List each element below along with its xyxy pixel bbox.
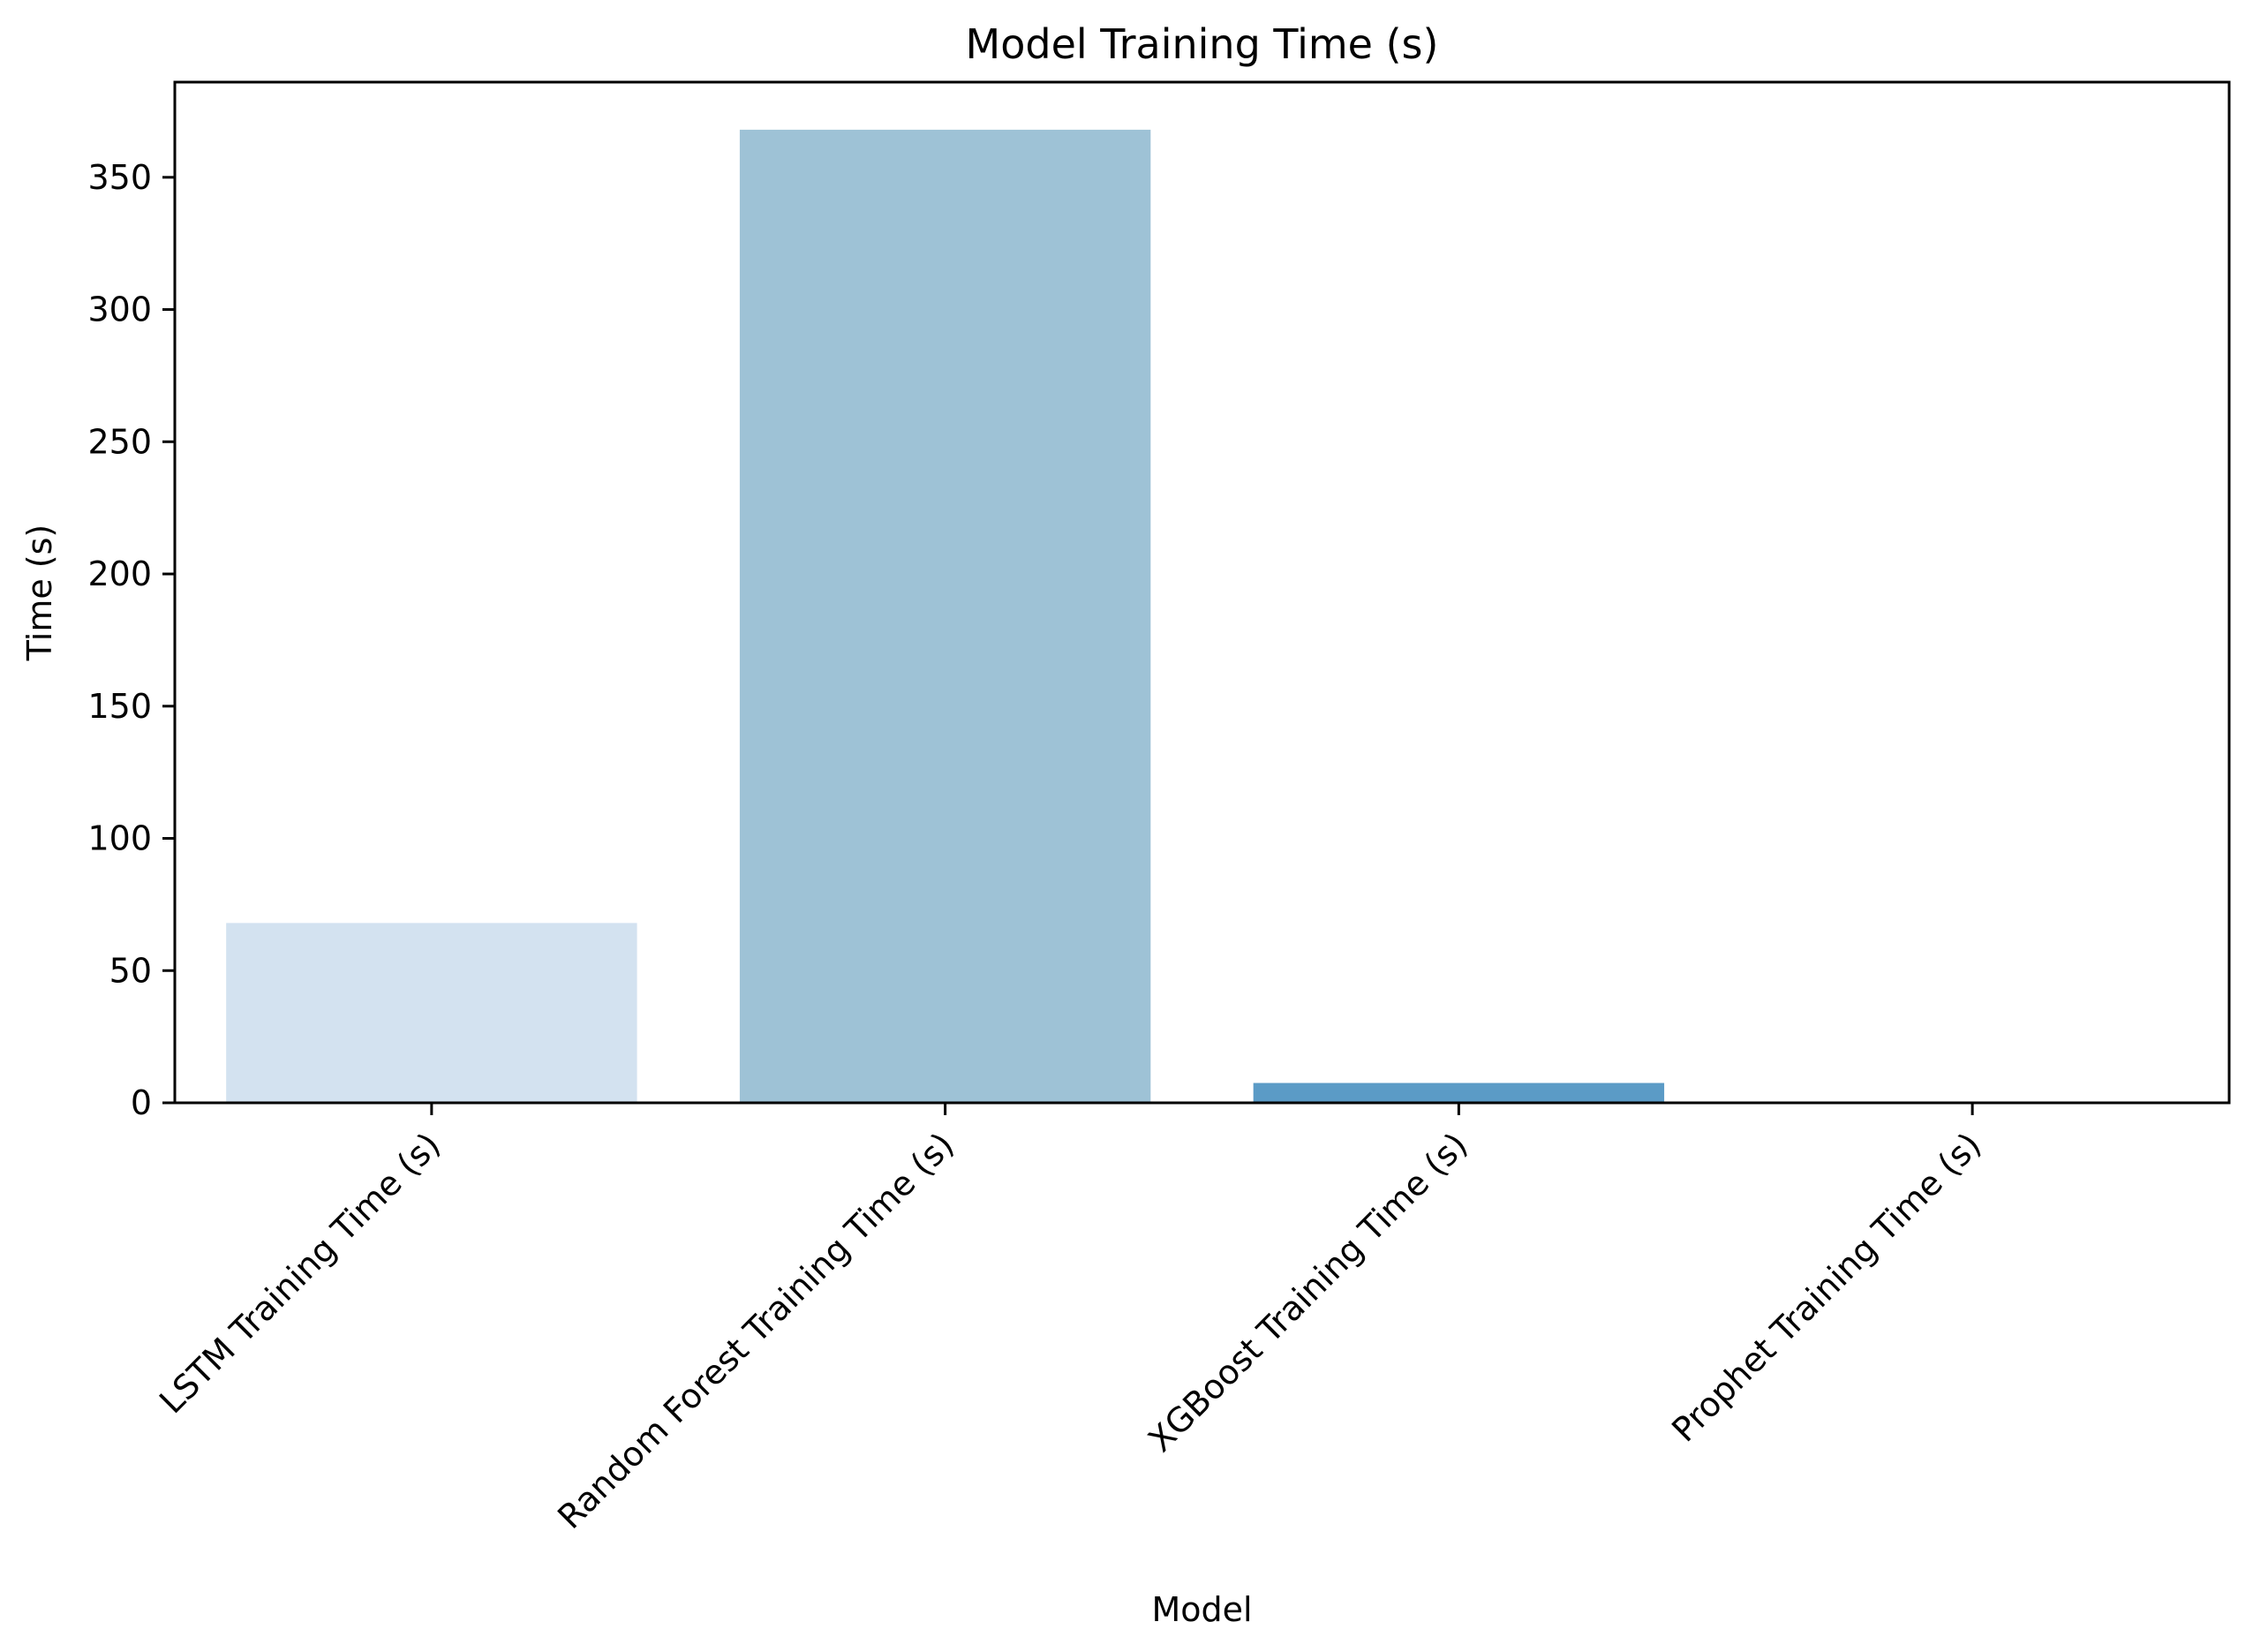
y-tick-label: 150 xyxy=(87,687,152,726)
y-tick-label: 350 xyxy=(87,158,152,197)
bar-1 xyxy=(226,923,637,1103)
x-tick-label: XGBoost Training Time (s) xyxy=(1141,1125,1475,1460)
y-axis: 0 50 100 150 200 250 300 350 xyxy=(87,158,175,1122)
y-tick-label: 100 xyxy=(87,819,152,858)
y-tick-label: 250 xyxy=(87,422,152,461)
x-axis: LSTM Training Time (s) Random Forest Trai… xyxy=(152,1103,1988,1536)
y-axis-label: Time (s) xyxy=(20,524,59,662)
x-tick-label: Random Forest Training Time (s) xyxy=(550,1125,961,1536)
y-tick-label: 300 xyxy=(87,290,152,329)
y-tick-label: 200 xyxy=(87,554,152,593)
chart-title: Model Training Time (s) xyxy=(966,20,1439,68)
y-tick-label: 50 xyxy=(109,951,152,990)
bars-layer xyxy=(226,129,2178,1103)
x-tick-label: Prophet Training Time (s) xyxy=(1664,1125,1988,1449)
x-tick-label: LSTM Training Time (s) xyxy=(152,1125,448,1421)
axes-frame xyxy=(173,80,2231,1105)
y-tick-label: 0 xyxy=(131,1083,152,1122)
bar-2 xyxy=(739,129,1151,1103)
bar-3 xyxy=(1253,1082,1665,1103)
x-axis-label: Model xyxy=(1151,1590,1252,1629)
